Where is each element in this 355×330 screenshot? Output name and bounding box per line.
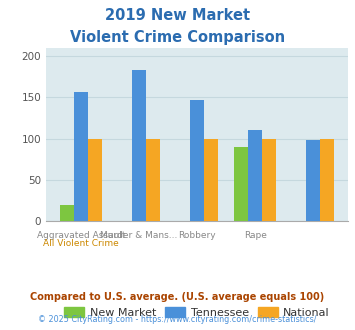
Bar: [60, 205, 74, 221]
Text: All Violent Crime: All Violent Crime: [43, 239, 119, 248]
Bar: [306, 140, 320, 221]
Text: Violent Crime Comparison: Violent Crime Comparison: [70, 30, 285, 45]
Bar: [146, 139, 160, 221]
Text: Murder & Mans...: Murder & Mans...: [100, 231, 178, 240]
Bar: [190, 100, 204, 221]
Bar: [74, 91, 88, 221]
Text: Compared to U.S. average. (U.S. average equals 100): Compared to U.S. average. (U.S. average …: [31, 292, 324, 302]
Text: Rape: Rape: [244, 231, 267, 240]
Bar: [88, 139, 102, 221]
Legend: New Market, Tennessee, National: New Market, Tennessee, National: [60, 303, 334, 322]
Bar: [204, 139, 218, 221]
Text: 2019 New Market: 2019 New Market: [105, 8, 250, 23]
Bar: [234, 147, 248, 221]
Bar: [262, 139, 276, 221]
Text: © 2025 CityRating.com - https://www.cityrating.com/crime-statistics/: © 2025 CityRating.com - https://www.city…: [38, 315, 317, 324]
Bar: [132, 70, 146, 221]
Text: Robbery: Robbery: [178, 231, 216, 240]
Bar: [248, 129, 262, 221]
Text: Aggravated Assault: Aggravated Assault: [37, 231, 125, 240]
Bar: [320, 139, 334, 221]
